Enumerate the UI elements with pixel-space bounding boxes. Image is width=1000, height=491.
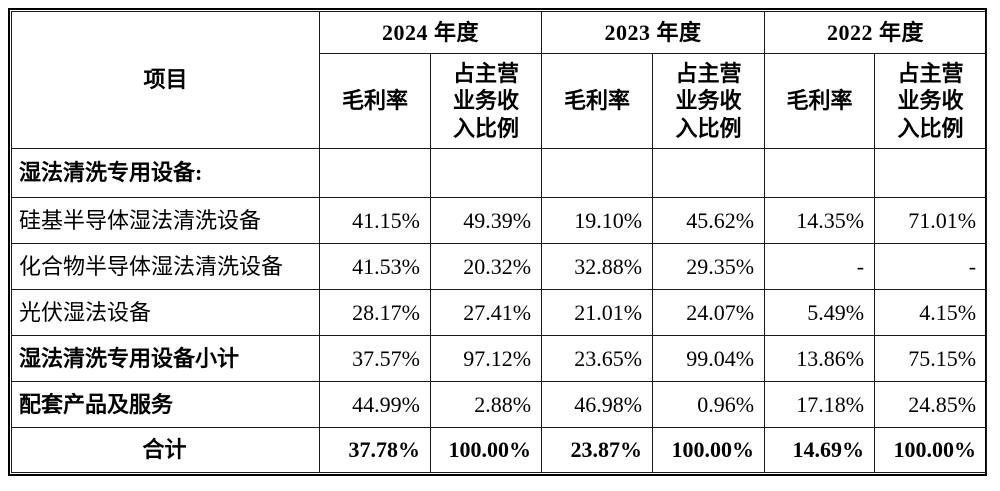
row-label: 合计 <box>11 427 320 473</box>
metric-header-row: 毛利率 占主营 业务收 入比例 毛利率 占主营 业务收 入比例 毛利率 占主营 … <box>12 53 988 149</box>
gross-margin-table: 项目 2024 年度 2023 年度 2022 年度 毛利率 占主营 业务收 入… <box>11 11 988 473</box>
value-cell <box>541 148 654 198</box>
revenue-share-header-2024: 占主营 业务收 入比例 <box>429 53 543 149</box>
value-cell: 23.87% <box>541 427 654 473</box>
item-column-header: 项目 <box>11 11 320 149</box>
margin-table-frame: 项目 2024 年度 2023 年度 2022 年度 毛利率 占主营 业务收 入… <box>8 8 988 476</box>
value-cell: 97.12% <box>429 335 543 382</box>
gross-margin-header-2022: 毛利率 <box>764 53 876 149</box>
year-header-row: 项目 2024 年度 2023 年度 2022 年度 <box>11 11 988 149</box>
value-cell: 46.98% <box>541 381 654 428</box>
value-cell <box>874 148 988 198</box>
value-cell: 28.17% <box>319 289 431 336</box>
value-cell: 14.35% <box>764 197 876 244</box>
year-header-2024: 2024 年度 <box>318 11 543 54</box>
value-cell: 44.99% <box>319 381 431 428</box>
value-cell <box>429 148 543 198</box>
value-cell: 100.00% <box>874 427 988 473</box>
table-row: 湿法清洗专用设备小计 37.57% 97.12% 23.65% 99.04% 13.86%… <box>11 335 988 382</box>
year-header-2022: 2022 年度 <box>764 11 988 54</box>
value-cell: 24.85% <box>874 381 988 428</box>
value-cell: 0.96% <box>652 381 766 428</box>
value-cell: 14.69% <box>764 427 876 473</box>
gross-margin-header-2024: 毛利率 <box>319 53 431 149</box>
value-cell: 5.49% <box>764 289 876 336</box>
row-label: 光伏湿法设备 <box>11 289 320 336</box>
value-cell: 20.32% <box>429 243 543 290</box>
row-label: 湿法清洗专用设备: <box>11 148 320 198</box>
year-header-2023: 2023 年度 <box>541 11 766 54</box>
table-row: 化合物半导体湿法清洗设备 41.53% 20.32% 32.88% 29.35% - - <box>11 243 988 290</box>
value-cell: 100.00% <box>429 427 543 473</box>
value-cell: 29.35% <box>652 243 766 290</box>
row-label: 化合物半导体湿法清洗设备 <box>11 243 320 290</box>
gross-margin-header-2023: 毛利率 <box>541 53 654 149</box>
value-cell: 41.15% <box>319 197 431 244</box>
value-cell: 45.62% <box>652 197 766 244</box>
table-body: 湿法清洗专用设备: 硅基半导体湿法清洗设备 41.15% 49.39% 19.10% 45… <box>11 148 988 473</box>
value-cell: - <box>874 243 988 290</box>
value-cell <box>652 148 766 198</box>
table-row: 合计 37.78% 100.00% 23.87% 100.00% 14.69% 100.00… <box>11 427 988 473</box>
value-cell: 41.53% <box>319 243 431 290</box>
value-cell: 13.86% <box>764 335 876 382</box>
value-cell: 37.78% <box>319 427 431 473</box>
value-cell: 99.04% <box>652 335 766 382</box>
value-cell: 49.39% <box>429 197 543 244</box>
value-cell: 17.18% <box>764 381 876 428</box>
value-cell: 23.65% <box>541 335 654 382</box>
value-cell: 71.01% <box>874 197 988 244</box>
value-cell: 21.01% <box>541 289 654 336</box>
table-row: 光伏湿法设备 28.17% 27.41% 21.01% 24.07% 5.49% 4.15% <box>11 289 988 336</box>
value-cell: 75.15% <box>874 335 988 382</box>
value-cell: 4.15% <box>874 289 988 336</box>
row-label: 配套产品及服务 <box>11 381 320 428</box>
value-cell: 32.88% <box>541 243 654 290</box>
value-cell: 27.41% <box>429 289 543 336</box>
table-header: 项目 2024 年度 2023 年度 2022 年度 毛利率 占主营 业务收 入… <box>11 11 988 149</box>
value-cell <box>319 148 431 198</box>
value-cell: 24.07% <box>652 289 766 336</box>
table-row: 硅基半导体湿法清洗设备 41.15% 49.39% 19.10% 45.62% 14.35… <box>11 197 988 244</box>
table-row: 湿法清洗专用设备: <box>11 148 988 198</box>
row-label: 硅基半导体湿法清洗设备 <box>11 197 320 244</box>
table-row: 配套产品及服务 44.99% 2.88% 46.98% 0.96% 17.18% 24.85… <box>11 381 988 428</box>
value-cell: - <box>764 243 876 290</box>
row-label: 湿法清洗专用设备小计 <box>11 335 320 382</box>
value-cell: 37.57% <box>319 335 431 382</box>
value-cell: 100.00% <box>652 427 766 473</box>
revenue-share-header-2023: 占主营 业务收 入比例 <box>652 53 766 149</box>
value-cell: 2.88% <box>429 381 543 428</box>
revenue-share-header-2022: 占主营 业务收 入比例 <box>874 53 988 149</box>
value-cell <box>764 148 876 198</box>
value-cell: 19.10% <box>541 197 654 244</box>
